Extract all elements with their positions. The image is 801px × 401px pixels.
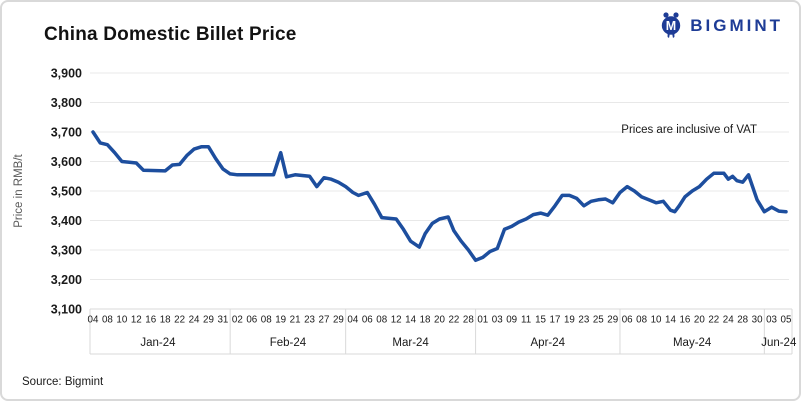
x-day-label: 12	[391, 315, 402, 326]
x-day-label: 18	[420, 315, 431, 326]
x-day-label: 08	[636, 315, 647, 326]
x-month-label: Jan-24	[140, 337, 176, 349]
x-day-label: 29	[203, 315, 214, 326]
x-day-label: 03	[766, 315, 777, 326]
x-day-label: 04	[347, 315, 358, 326]
x-day-label: 19	[564, 315, 575, 326]
x-day-label: 24	[723, 315, 734, 326]
y-tick-label: 3,100	[51, 303, 82, 317]
y-tick-label: 3,400	[51, 214, 82, 228]
x-month-label: Feb-24	[270, 337, 307, 349]
y-tick-label: 3,600	[51, 155, 82, 169]
x-day-label: 12	[131, 315, 142, 326]
x-day-label: 16	[679, 315, 690, 326]
y-tick-label: 3,300	[51, 244, 82, 258]
x-day-label: 16	[145, 315, 156, 326]
x-day-label: 27	[319, 315, 330, 326]
x-month-label: Jun-24	[761, 337, 797, 349]
y-tick-label: 3,700	[51, 126, 82, 140]
source-note: Source: Bigmint	[22, 376, 104, 388]
x-day-label: 19	[275, 315, 286, 326]
bigmint-logo: M BIGMINT	[658, 11, 783, 41]
x-day-label: 01	[477, 315, 488, 326]
y-tick-label: 3,800	[51, 96, 82, 110]
x-day-label: 02	[232, 315, 243, 326]
x-day-label: 08	[102, 315, 113, 326]
x-day-label: 05	[781, 315, 792, 326]
price-line	[91, 130, 788, 263]
bigmint-logo-icon: M	[662, 12, 681, 38]
y-tick-label: 3,900	[51, 67, 82, 81]
x-day-label: 21	[290, 315, 301, 326]
x-day-label: 22	[448, 315, 459, 326]
x-day-label: 04	[88, 315, 99, 326]
x-day-label: 28	[463, 315, 474, 326]
x-day-label: 22	[174, 315, 185, 326]
x-day-label: 31	[217, 315, 228, 326]
x-day-label: 11	[521, 315, 531, 326]
x-day-label: 28	[737, 315, 748, 326]
bigmint-logo-text: BIGMINT	[690, 16, 783, 35]
x-month-label: May-24	[673, 337, 712, 349]
x-day-label: 14	[405, 315, 416, 326]
x-day-label: 17	[550, 315, 561, 326]
x-day-label: 20	[434, 315, 445, 326]
x-day-label: 18	[160, 315, 171, 326]
x-month-label: Mar-24	[392, 337, 429, 349]
vat-annotation: Prices are inclusive of VAT	[621, 124, 757, 136]
x-day-label: 29	[333, 315, 344, 326]
x-day-label: 30	[752, 315, 763, 326]
x-day-label: 20	[694, 315, 705, 326]
y-tick-label: 3,500	[51, 185, 82, 199]
x-day-label: 06	[246, 315, 257, 326]
x-month-label: Apr-24	[531, 337, 566, 349]
x-day-label: 06	[362, 315, 373, 326]
x-day-label: 23	[304, 315, 315, 326]
x-day-label: 22	[708, 315, 719, 326]
x-day-label: 29	[607, 315, 618, 326]
x-day-label: 23	[578, 315, 589, 326]
y-axis-title: Price in RMB/t	[13, 153, 25, 227]
x-day-label: 06	[622, 315, 633, 326]
x-day-label: 25	[593, 315, 604, 326]
x-day-label: 10	[116, 315, 127, 326]
x-day-label: 14	[665, 315, 676, 326]
y-tick-label: 3,200	[51, 273, 82, 287]
x-day-label: 08	[261, 315, 272, 326]
x-day-label: 03	[492, 315, 503, 326]
x-day-label: 24	[189, 315, 200, 326]
x-day-label: 15	[535, 315, 546, 326]
chart-title: China Domestic Billet Price	[44, 24, 297, 45]
svg-text:M: M	[666, 19, 676, 33]
x-day-label: 08	[376, 315, 387, 326]
x-day-label: 09	[506, 315, 517, 326]
x-day-label: 10	[651, 315, 662, 326]
